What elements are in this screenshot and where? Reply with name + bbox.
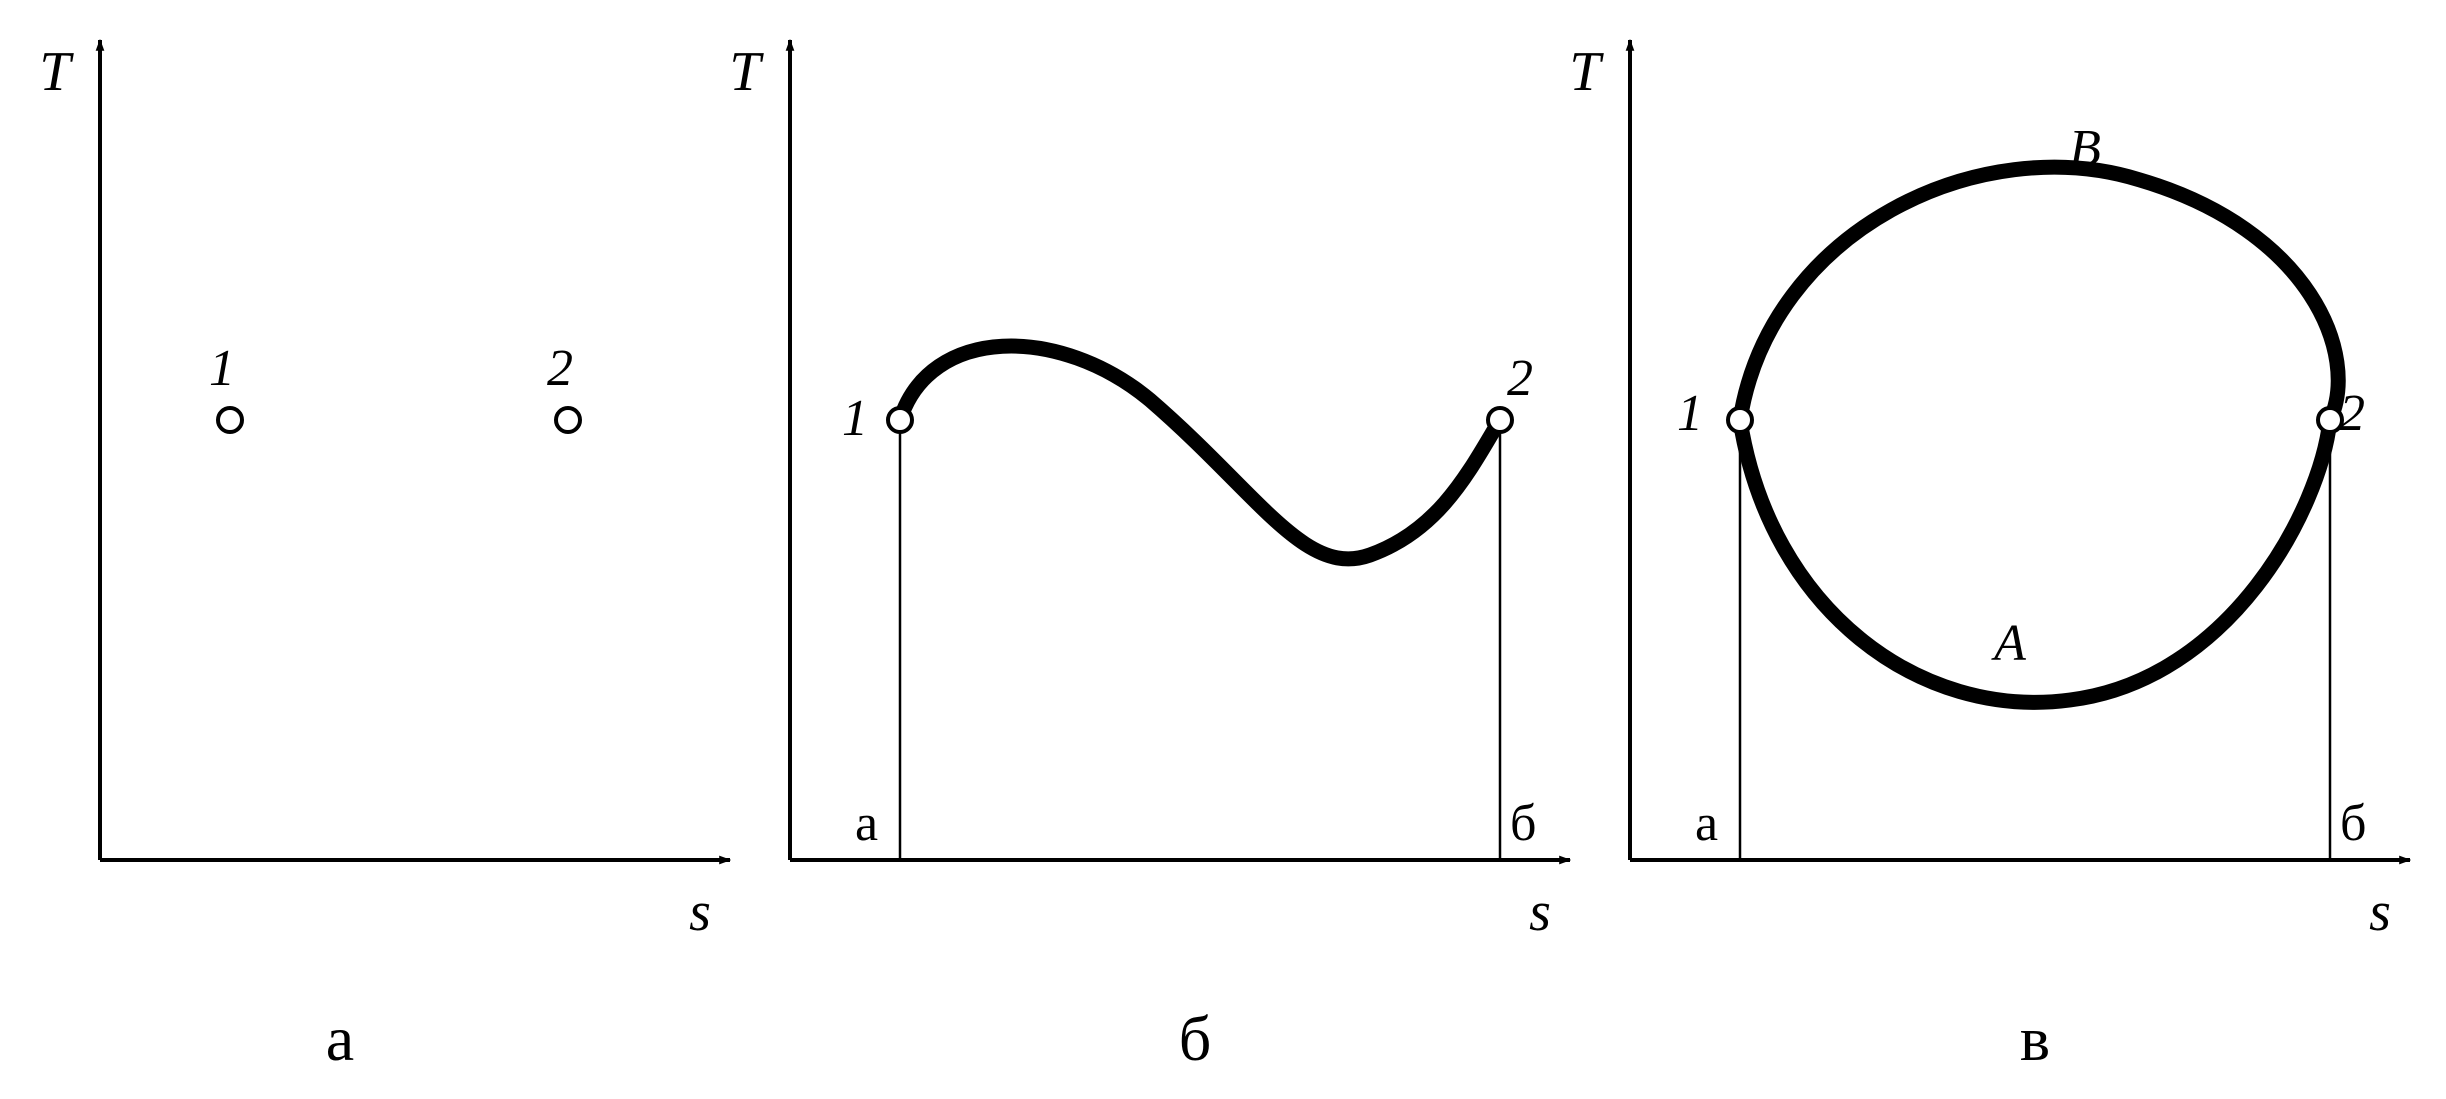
state-point-1 — [218, 408, 242, 432]
x-axis-label: s — [2369, 881, 2391, 943]
state-point-2 — [1488, 408, 1512, 432]
panel-a: Ts 1 2 а — [39, 40, 730, 1074]
state-point-label-2: 2 — [547, 340, 573, 397]
panel-label-b: б — [1179, 1003, 1212, 1074]
state-point-2 — [556, 408, 580, 432]
panel-label-a: а — [326, 1003, 354, 1074]
x-tick-label-б: б — [2340, 795, 2366, 852]
y-axis-label: T — [1569, 41, 1604, 103]
state-point-label-1: 1 — [209, 340, 235, 397]
x-tick-label-б: б — [1510, 795, 1536, 852]
state-point-1 — [888, 408, 912, 432]
panel-label-v: в — [2020, 1003, 2050, 1074]
x-axis-label: s — [689, 881, 711, 943]
x-tick-label-а: а — [855, 795, 878, 852]
y-axis-label: T — [39, 41, 74, 103]
state-point-label-2: 2 — [1507, 350, 1533, 407]
process-curve — [1740, 420, 2330, 702]
process-curve — [900, 346, 1500, 559]
x-axis-label: s — [1529, 881, 1551, 943]
x-tick-label-а: а — [1695, 795, 1718, 852]
curve-label-A: A — [1991, 615, 2026, 672]
state-point-1 — [1728, 408, 1752, 432]
state-point-label-2: 2 — [2339, 385, 2365, 442]
state-point-label-1: 1 — [842, 390, 868, 447]
ts-diagram-figure: Ts 1 2 а Ts 1 2 а б б Ts B A 1 2 а б в — [0, 0, 2446, 1099]
curve-label-B: B — [2069, 120, 2101, 177]
state-point-label-1: 1 — [1677, 385, 1703, 442]
panel-b: Ts 1 2 а б б — [729, 40, 1570, 1074]
process-curve — [1740, 167, 2338, 420]
y-axis-label: T — [729, 41, 764, 103]
panel-v: Ts B A 1 2 а б в — [1569, 40, 2410, 1074]
